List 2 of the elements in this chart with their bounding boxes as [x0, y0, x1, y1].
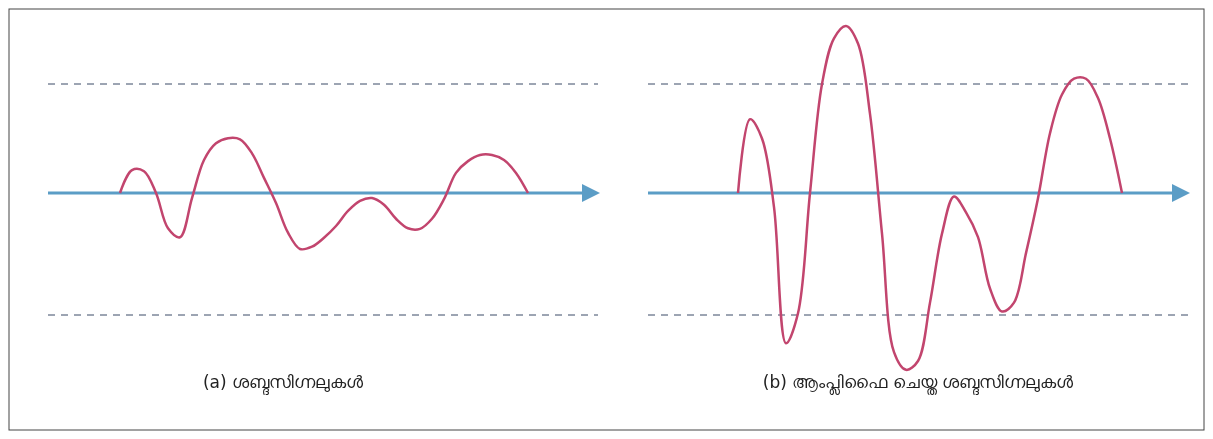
text: (a) ശബ്ദസിഗ്നലുകൾ	[202, 372, 365, 396]
text: (b) ആംപ്ലിഫൈ ചെയ്ത ശബ്ദസിഗ്നലുകൾ	[762, 372, 1075, 396]
